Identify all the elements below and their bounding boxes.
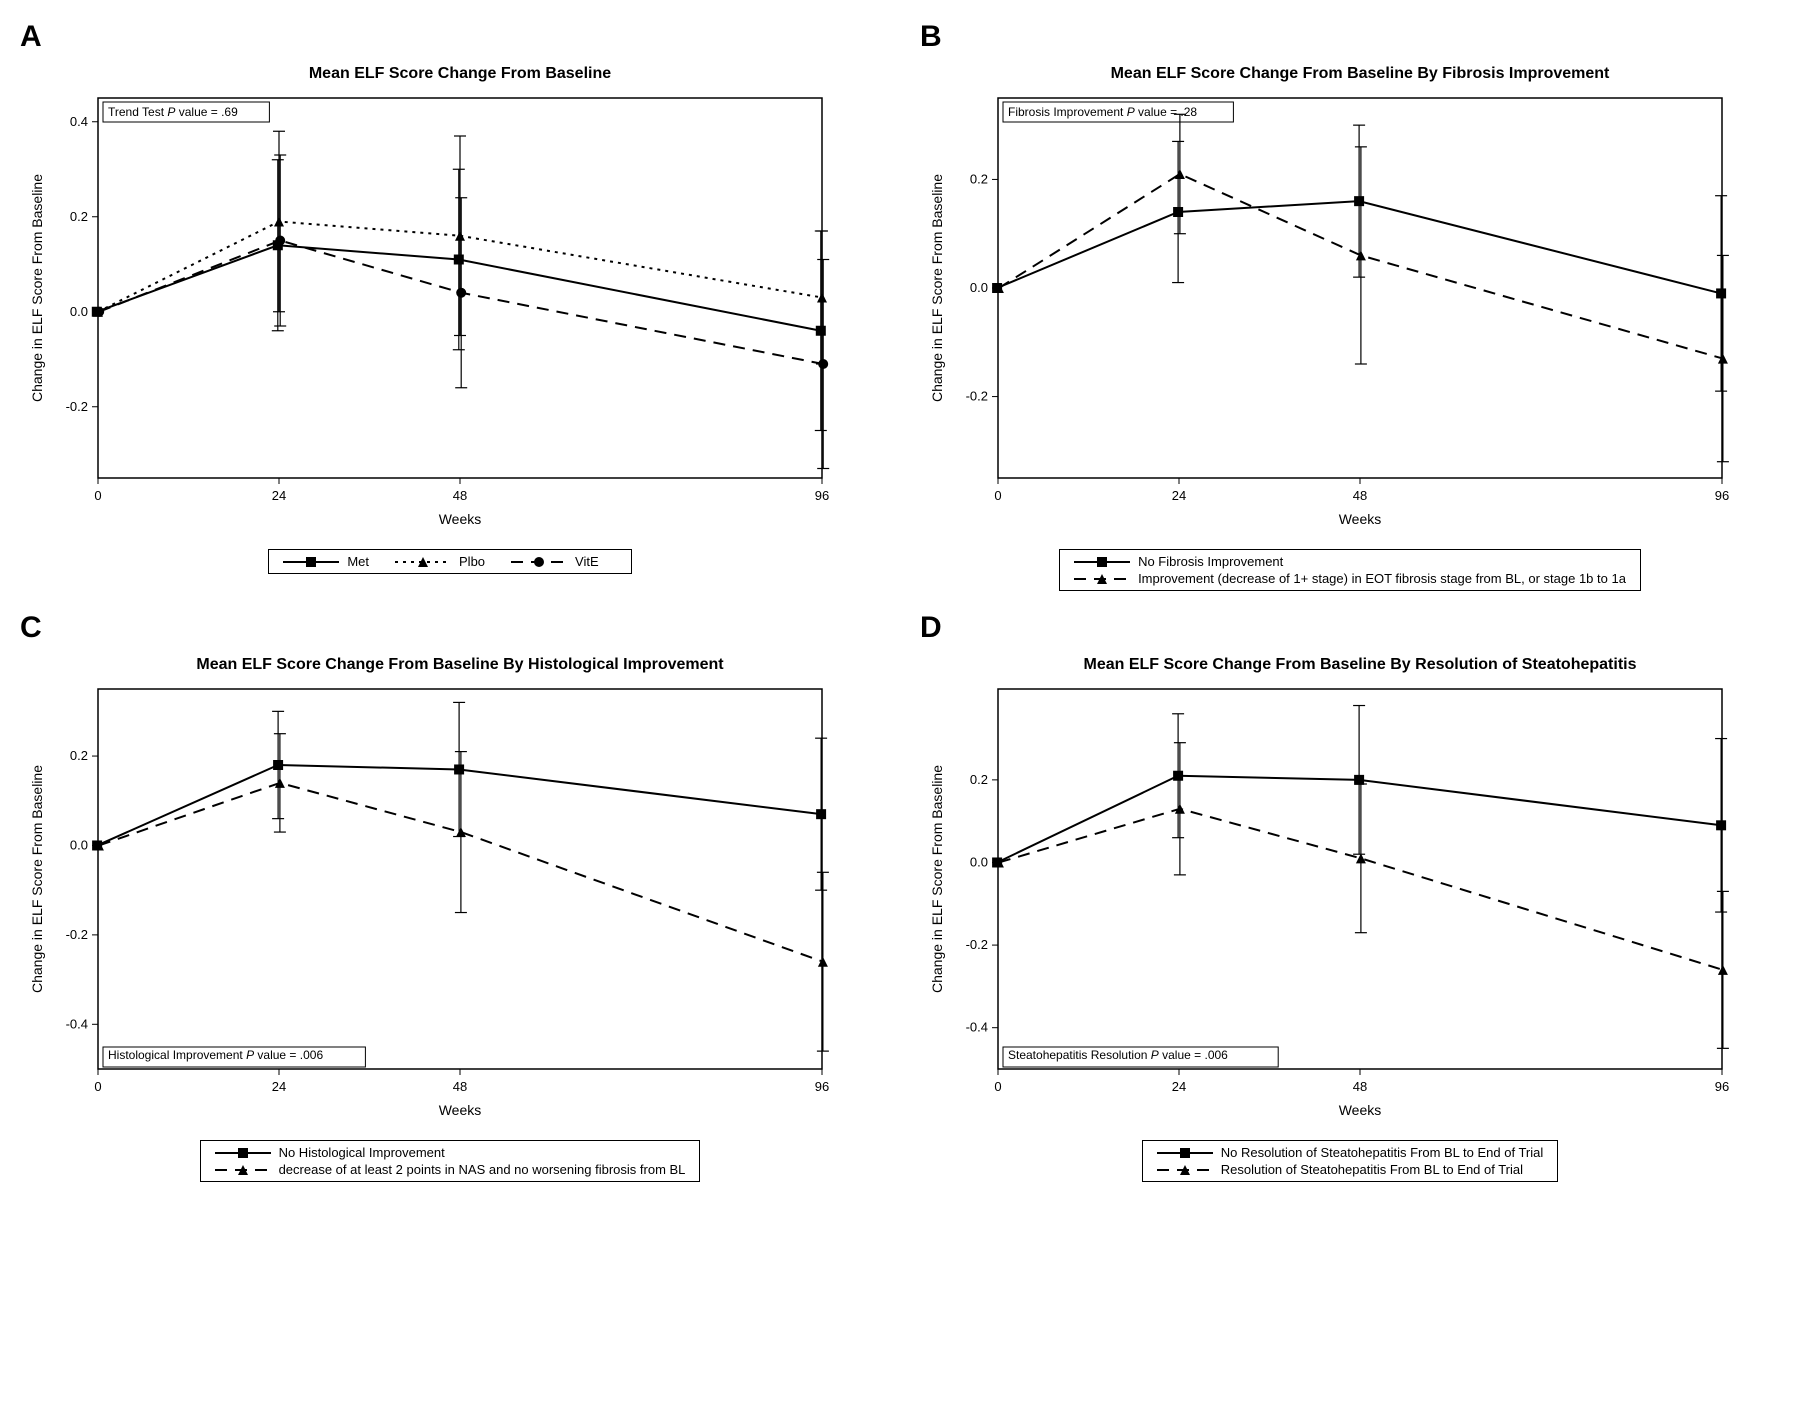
legend-label: Plbo (459, 554, 485, 569)
svg-text:48: 48 (1353, 1079, 1367, 1094)
svg-text:96: 96 (815, 488, 829, 503)
chart-B: Mean ELF Score Change From Baseline By F… (920, 58, 1780, 543)
legend-label: Met (347, 554, 369, 569)
legend-label: decrease of at least 2 points in NAS and… (279, 1162, 686, 1177)
svg-text:24: 24 (272, 488, 286, 503)
svg-text:Trend Test P value = .69: Trend Test P value = .69 (108, 105, 238, 119)
legend-B: No Fibrosis Improvement Improvement (decr… (1059, 549, 1641, 591)
svg-text:0.0: 0.0 (970, 854, 988, 869)
panel-A: A Mean ELF Score Change From Baseline -0.… (20, 20, 880, 591)
svg-text:0.2: 0.2 (970, 772, 988, 787)
svg-text:48: 48 (453, 1079, 467, 1094)
panel-C: C Mean ELF Score Change From Baseline By… (20, 611, 880, 1182)
svg-text:Change in ELF Score From Basel: Change in ELF Score From Baseline (29, 765, 45, 993)
svg-text:0: 0 (94, 1079, 101, 1094)
svg-text:0.4: 0.4 (70, 114, 88, 129)
svg-text:0.2: 0.2 (70, 209, 88, 224)
svg-text:Weeks: Weeks (439, 511, 482, 527)
svg-text:Change in ELF Score From Basel: Change in ELF Score From Baseline (929, 765, 945, 993)
svg-text:24: 24 (1172, 488, 1186, 503)
svg-text:0.2: 0.2 (970, 171, 988, 186)
svg-text:Mean ELF Score Change From Bas: Mean ELF Score Change From Baseline (309, 65, 611, 82)
svg-text:Weeks: Weeks (439, 1102, 482, 1118)
svg-text:-0.2: -0.2 (966, 937, 988, 952)
svg-text:Histological Improvement P v: Histological Improvement P value = .006 (108, 1048, 323, 1062)
svg-text:0: 0 (994, 488, 1001, 503)
panel-letter: D (920, 611, 1780, 645)
chart-C: Mean ELF Score Change From Baseline By H… (20, 649, 880, 1134)
panel-grid: A Mean ELF Score Change From Baseline -0.… (20, 20, 1780, 1182)
svg-text:96: 96 (815, 1079, 829, 1094)
legend-label: VitE (575, 554, 599, 569)
svg-text:Change in ELF Score From Basel: Change in ELF Score From Baseline (929, 174, 945, 402)
panel-letter: A (20, 20, 880, 54)
svg-text:96: 96 (1715, 1079, 1729, 1094)
svg-text:Fibrosis Improvement P value: Fibrosis Improvement P value = .28 (1008, 105, 1197, 119)
panel-letter: C (20, 611, 880, 645)
svg-text:0.2: 0.2 (70, 748, 88, 763)
legend-label: Improvement (decrease of 1+ stage) in EO… (1138, 571, 1626, 586)
svg-text:Change in ELF Score From Basel: Change in ELF Score From Baseline (29, 174, 45, 402)
svg-text:Mean ELF Score Change From Bas: Mean ELF Score Change From Baseline By F… (1111, 65, 1610, 82)
svg-text:Weeks: Weeks (1339, 1102, 1382, 1118)
svg-text:-0.4: -0.4 (66, 1016, 88, 1031)
svg-text:0.0: 0.0 (970, 280, 988, 295)
svg-text:Weeks: Weeks (1339, 511, 1382, 527)
panel-B: B Mean ELF Score Change From Baseline By… (920, 20, 1780, 591)
svg-text:0.0: 0.0 (70, 304, 88, 319)
legend-label: No Fibrosis Improvement (1138, 554, 1283, 569)
svg-text:96: 96 (1715, 488, 1729, 503)
legend-A: Met Plbo VitE (268, 549, 631, 574)
panel-D: D Mean ELF Score Change From Baseline By… (920, 611, 1780, 1182)
svg-text:0: 0 (94, 488, 101, 503)
legend-label: No Histological Improvement (279, 1145, 445, 1160)
legend-label: No Resolution of Steatohepatitis From BL… (1221, 1145, 1544, 1160)
svg-text:Mean ELF Score Change From Bas: Mean ELF Score Change From Baseline By R… (1084, 656, 1637, 673)
svg-text:48: 48 (453, 488, 467, 503)
legend-label: Resolution of Steatohepatitis From BL to… (1221, 1162, 1523, 1177)
legend-D: No Resolution of Steatohepatitis From BL… (1142, 1140, 1559, 1182)
svg-text:-0.2: -0.2 (966, 389, 988, 404)
panel-letter: B (920, 20, 1780, 54)
svg-text:-0.2: -0.2 (66, 399, 88, 414)
chart-A: Mean ELF Score Change From Baseline -0.2 0… (20, 58, 880, 543)
svg-text:48: 48 (1353, 488, 1367, 503)
legend-C: No Histological Improvement decrease of a… (200, 1140, 701, 1182)
svg-text:24: 24 (272, 1079, 286, 1094)
svg-text:Steatohepatitis Resolution P: Steatohepatitis Resolution P value = .00… (1008, 1048, 1228, 1062)
svg-text:0: 0 (994, 1079, 1001, 1094)
svg-text:0.0: 0.0 (70, 837, 88, 852)
svg-text:-0.2: -0.2 (66, 927, 88, 942)
svg-text:Mean ELF Score Change From Bas: Mean ELF Score Change From Baseline By H… (196, 656, 724, 673)
svg-text:24: 24 (1172, 1079, 1186, 1094)
svg-text:-0.4: -0.4 (966, 1020, 988, 1035)
chart-D: Mean ELF Score Change From Baseline By R… (920, 649, 1780, 1134)
